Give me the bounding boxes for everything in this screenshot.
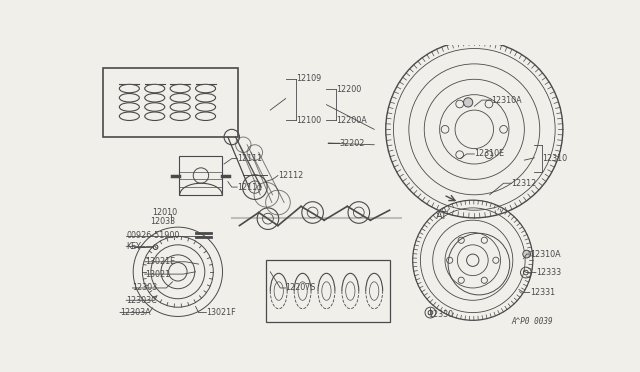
Bar xyxy=(266,260,390,322)
Text: 12207S: 12207S xyxy=(285,283,316,292)
Text: 12100: 12100 xyxy=(296,116,321,125)
Text: 12111: 12111 xyxy=(237,183,262,192)
Text: 00926-51900: 00926-51900 xyxy=(126,231,180,240)
Bar xyxy=(179,156,221,195)
Text: AT: AT xyxy=(436,211,447,221)
Text: 12331: 12331 xyxy=(530,288,555,297)
Text: 12112: 12112 xyxy=(278,171,303,180)
Text: 12310A: 12310A xyxy=(492,96,522,105)
Text: 12200A: 12200A xyxy=(336,116,367,125)
Text: 12109: 12109 xyxy=(296,74,321,83)
Text: 12200: 12200 xyxy=(336,85,361,94)
Text: 12333: 12333 xyxy=(536,268,561,277)
Text: 32202: 32202 xyxy=(340,139,365,148)
Circle shape xyxy=(463,98,473,107)
Text: 12310E: 12310E xyxy=(474,150,504,158)
Text: 12310: 12310 xyxy=(542,154,567,163)
Text: 12010: 12010 xyxy=(152,208,177,217)
Text: 13021F: 13021F xyxy=(206,308,236,317)
Text: 12310A: 12310A xyxy=(530,250,561,259)
Circle shape xyxy=(523,250,531,258)
Text: 12033: 12033 xyxy=(150,217,175,226)
Text: 12312: 12312 xyxy=(511,179,536,188)
Text: 12303A: 12303A xyxy=(120,308,151,317)
Text: A^P0 0039: A^P0 0039 xyxy=(511,317,553,326)
Text: 13021: 13021 xyxy=(145,270,170,279)
Text: 12111: 12111 xyxy=(237,154,262,163)
Bar xyxy=(103,68,238,137)
Text: 12330: 12330 xyxy=(428,310,453,319)
Text: 12303C: 12303C xyxy=(126,296,157,305)
Text: 12303: 12303 xyxy=(132,283,157,292)
Text: KEY: KEY xyxy=(126,242,141,251)
Text: 13021E: 13021E xyxy=(145,257,175,266)
